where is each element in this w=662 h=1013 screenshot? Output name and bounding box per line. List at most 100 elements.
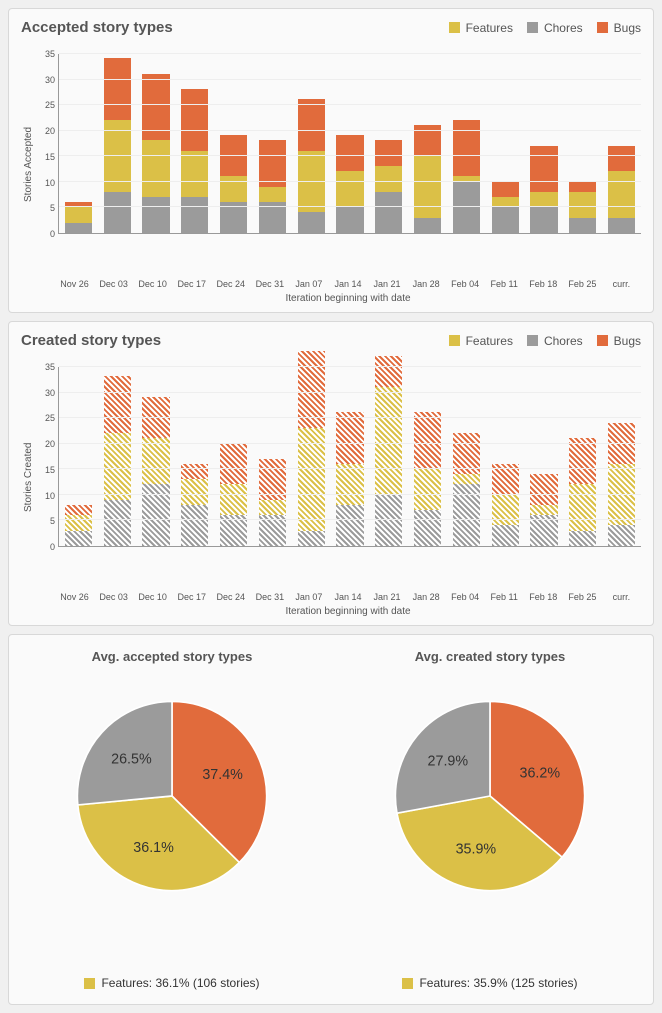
- bar-segment-chores: [414, 510, 441, 546]
- bar-segment-chores: [608, 218, 635, 233]
- bar-segment-bugs: [453, 120, 480, 177]
- bar-segment-features: [65, 515, 92, 530]
- bar-segment-bugs: [336, 135, 363, 171]
- x-label: Dec 10: [133, 587, 172, 602]
- pie-slice-label: 36.2%: [520, 765, 561, 781]
- bar-segment-features: [142, 140, 169, 197]
- bar-segment-features: [259, 187, 286, 202]
- bar-segment-chores: [608, 525, 635, 546]
- x-label: Nov 26: [55, 274, 94, 289]
- x-label: Dec 24: [211, 274, 250, 289]
- bar-segment-chores: [104, 500, 131, 546]
- pie-slice-label: 26.5%: [111, 751, 152, 767]
- bar-col: [369, 356, 408, 546]
- features-swatch: [449, 335, 460, 346]
- x-label: Feb 04: [446, 587, 485, 602]
- bar-segment-bugs: [336, 412, 363, 463]
- bar-col: [525, 474, 564, 546]
- x-label: Jan 28: [407, 274, 446, 289]
- x-label: Dec 24: [211, 587, 250, 602]
- features-swatch: [84, 978, 95, 989]
- bar-segment-bugs: [492, 182, 519, 197]
- legend-chores: Chores: [527, 21, 583, 35]
- bar-segment-chores: [336, 505, 363, 546]
- pie-chart: 37.4%36.1%26.5%: [62, 686, 282, 906]
- pie-title: Avg. accepted story types: [92, 649, 253, 664]
- panel-header: Created story types Features Chores Bugs: [21, 332, 641, 349]
- bugs-swatch: [597, 335, 608, 346]
- pie-footer-text: Features: 36.1% (106 stories): [101, 976, 259, 990]
- x-label: Jan 07: [289, 587, 328, 602]
- bar-segment-bugs: [104, 376, 131, 433]
- bar-segment-features: [453, 474, 480, 484]
- bar-segment-bugs: [608, 146, 635, 172]
- bar-segment-bugs: [181, 464, 208, 479]
- x-label: Dec 17: [172, 274, 211, 289]
- bar-segment-chores: [569, 531, 596, 546]
- x-label: Jan 28: [407, 587, 446, 602]
- x-axis-label: Iteration beginning with date: [55, 606, 641, 617]
- bar-segment-features: [569, 192, 596, 218]
- bar-col: [486, 464, 525, 546]
- panel-title: Accepted story types: [21, 19, 173, 36]
- bar-segment-features: [220, 484, 247, 515]
- bar-segment-bugs: [569, 438, 596, 484]
- x-labels: Nov 26Dec 03Dec 10Dec 17Dec 24Dec 31Jan …: [55, 274, 641, 289]
- bar-col: [253, 459, 292, 546]
- pie-slice-label: 37.4%: [202, 767, 243, 783]
- bar-segment-features: [375, 387, 402, 495]
- bar-segment-features: [181, 151, 208, 197]
- bar-col: [408, 412, 447, 546]
- x-label: Jan 21: [368, 587, 407, 602]
- legend: Features Chores Bugs: [449, 334, 641, 348]
- panel-title: Created story types: [21, 332, 161, 349]
- pie-footer: Features: 35.9% (125 stories): [402, 976, 577, 990]
- bar-col: [292, 99, 331, 233]
- x-label: Jan 21: [368, 274, 407, 289]
- x-labels: Nov 26Dec 03Dec 10Dec 17Dec 24Dec 31Jan …: [55, 587, 641, 602]
- bar-segment-chores: [142, 197, 169, 233]
- x-label: Dec 31: [250, 587, 289, 602]
- bar-segment-bugs: [530, 146, 557, 192]
- bar-segment-bugs: [375, 356, 402, 387]
- pie-panel: Avg. accepted story types 37.4%36.1%26.5…: [8, 634, 654, 1005]
- bar-segment-chores: [65, 223, 92, 233]
- bar-segment-features: [142, 438, 169, 484]
- bar-segment-bugs: [104, 58, 131, 120]
- bar-segment-features: [414, 156, 441, 218]
- bar-segment-features: [65, 207, 92, 222]
- bar-segment-chores: [375, 192, 402, 233]
- x-label: Feb 25: [563, 587, 602, 602]
- bar-col: [98, 376, 137, 546]
- bar-segment-bugs: [375, 140, 402, 166]
- pie-footer: Features: 36.1% (106 stories): [84, 976, 259, 990]
- bar-col: [331, 135, 370, 233]
- created-panel: Created story types Features Chores Bugs…: [8, 321, 654, 626]
- bar-segment-chores: [492, 525, 519, 546]
- legend-label: Bugs: [614, 21, 641, 35]
- legend-label: Chores: [544, 334, 583, 348]
- bar-segment-chores: [298, 212, 325, 233]
- pie-footer-text: Features: 35.9% (125 stories): [419, 976, 577, 990]
- bar-segment-bugs: [220, 443, 247, 484]
- bar-col: [59, 505, 98, 546]
- bar-segment-chores: [569, 218, 596, 233]
- bar-segment-bugs: [414, 412, 441, 469]
- bar-segment-features: [414, 469, 441, 510]
- bar-col: [563, 438, 602, 546]
- legend-label: Chores: [544, 21, 583, 35]
- legend-chores: Chores: [527, 334, 583, 348]
- bar-segment-bugs: [65, 505, 92, 515]
- features-swatch: [402, 978, 413, 989]
- bar-segment-bugs: [259, 140, 286, 186]
- x-label: Feb 18: [524, 274, 563, 289]
- x-label: Dec 10: [133, 274, 172, 289]
- legend-label: Features: [466, 21, 513, 35]
- legend-label: Bugs: [614, 334, 641, 348]
- bar-col: [525, 146, 564, 233]
- bar-segment-features: [375, 166, 402, 192]
- bar-segment-chores: [414, 218, 441, 233]
- bar-segment-features: [181, 479, 208, 505]
- bar-col: [175, 89, 214, 233]
- pie-chart: 36.2%35.9%27.9%: [380, 686, 600, 906]
